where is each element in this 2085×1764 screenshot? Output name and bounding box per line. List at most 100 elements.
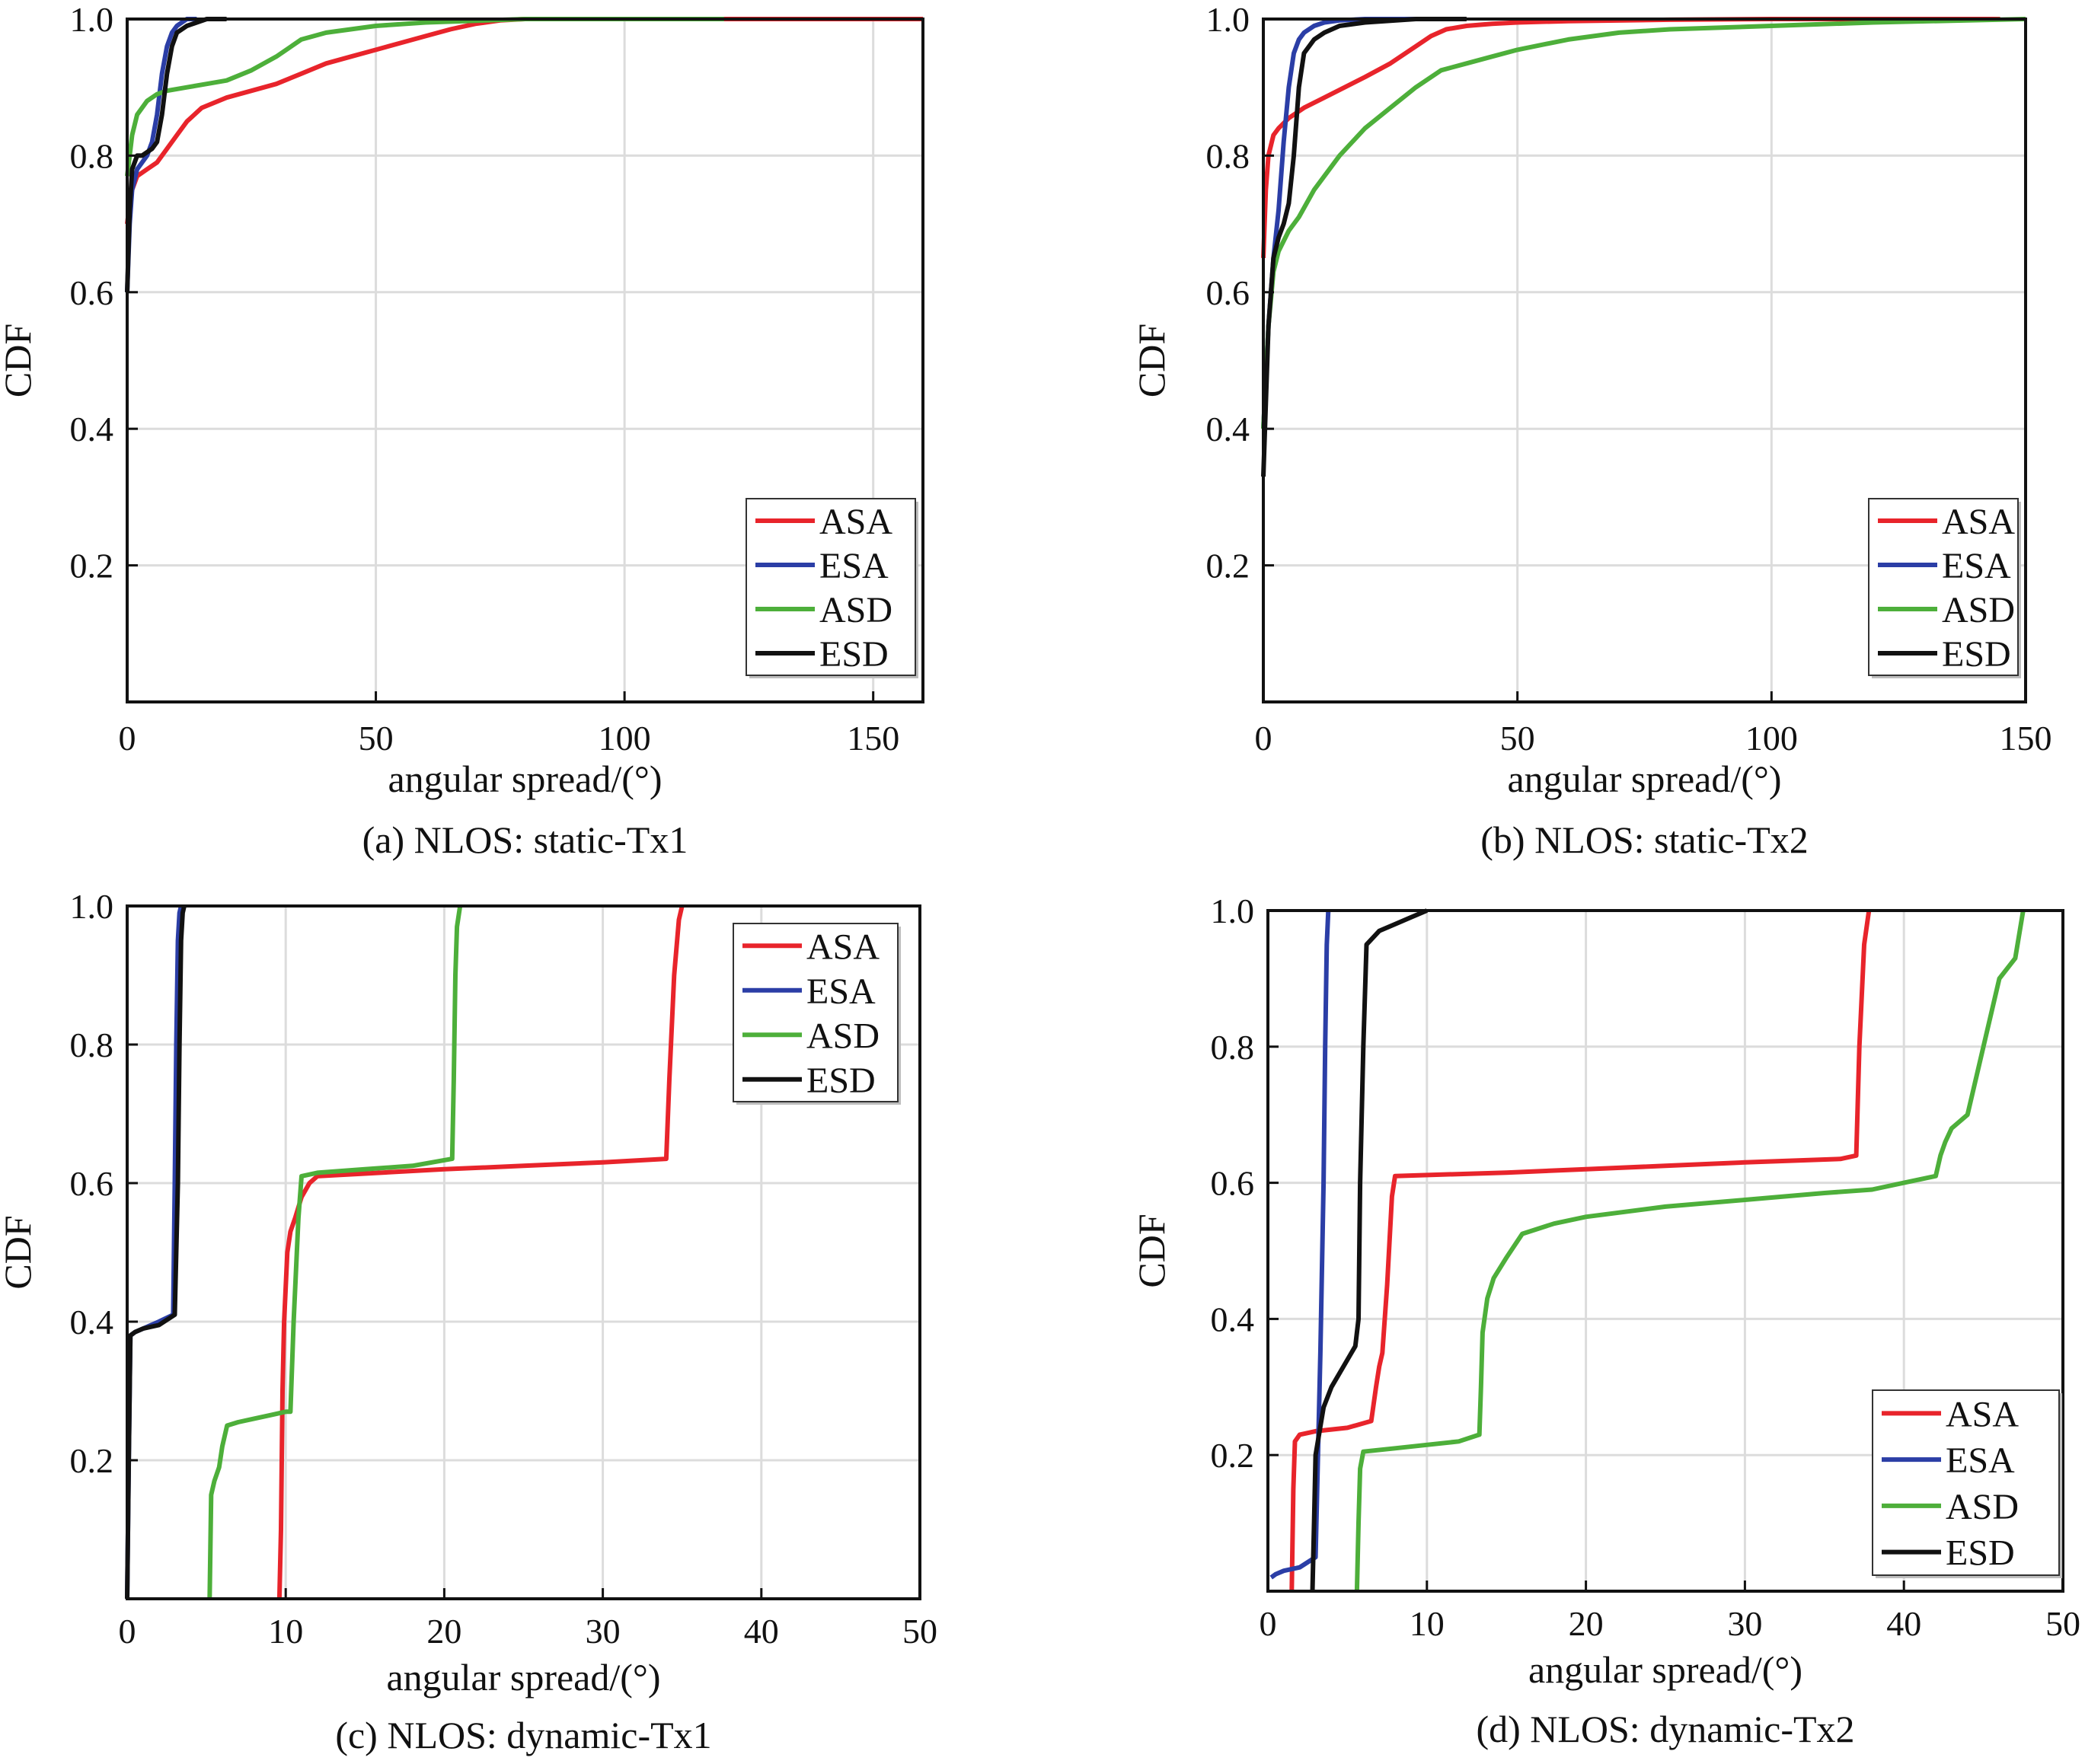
series-line-esa	[125, 905, 184, 1600]
x-tick-label: 0	[1260, 1604, 1277, 1643]
series-line-asa	[276, 905, 685, 1600]
x-tick-label: 30	[586, 1612, 621, 1651]
series-line-esd	[1261, 17, 1467, 477]
x-tick-label: 0	[119, 719, 136, 758]
legend-label-esa: ESA	[819, 546, 889, 586]
legend-label-esa: ESA	[1942, 546, 2011, 586]
chart-caption: (a) NLOS: static-Tx1	[362, 818, 688, 861]
series-line-esa	[125, 17, 197, 292]
legend-label-esd: ESD	[1942, 634, 2011, 675]
series-line-esa	[1261, 17, 1416, 429]
y-tick-label: 0.6	[70, 273, 114, 312]
y-tick-label: 0.4	[1211, 1300, 1255, 1338]
y-tick-label: 0.8	[70, 136, 114, 175]
series-line-esd	[1310, 908, 1428, 1592]
y-tick-label: 0.2	[1206, 547, 1250, 585]
chart-caption: (b) NLOS: static-Tx2	[1480, 818, 1808, 861]
x-tick-label: 50	[1500, 719, 1535, 758]
legend-label-asd: ASD	[806, 1016, 880, 1056]
y-tick-label: 0.4	[1206, 410, 1250, 448]
y-axis-title: CDF	[0, 324, 39, 397]
plot-frame	[1266, 909, 2064, 1593]
legend-label-asa: ASA	[819, 502, 892, 542]
chart-panel-d: 0 10 20 30 40 50 0.2 0.4 0.6 0.8 1.0 CDF angular spr…	[1042, 882, 2085, 1764]
y-tick-label: 0.8	[70, 1026, 114, 1064]
chart-a-svg: 0 50 100 150 0.2 0.4 0.6 0.8 1.0 CDF angular sprea…	[0, 0, 924, 861]
y-tick-label: 0.6	[1211, 1164, 1255, 1203]
chart-d-svg: 0 10 20 30 40 50 0.2 0.4 0.6 0.8 1.0 CDF angular spr…	[1130, 892, 2080, 1750]
x-tick-label: 50	[902, 1612, 937, 1651]
legend-label-asd: ASD	[1946, 1487, 2019, 1527]
x-tick-label: 100	[599, 719, 651, 758]
legend-label-asd: ASD	[819, 590, 892, 630]
x-tick-label: 50	[2045, 1604, 2080, 1643]
legend-label-esd: ESD	[806, 1061, 876, 1101]
x-tick-label: 10	[1410, 1604, 1445, 1643]
y-tick-label: 0.8	[1206, 136, 1250, 175]
legend-label-esd: ESD	[819, 634, 889, 675]
x-tick-label: 100	[1745, 719, 1798, 758]
chart-panel-a: 0 50 100 150 0.2 0.4 0.6 0.8 1.0 CDF angular sprea…	[0, 0, 1042, 882]
legend-label-asa: ASA	[1946, 1394, 2019, 1434]
chart-caption: (c) NLOS: dynamic-Tx1	[335, 1714, 711, 1756]
y-tick-label: 0.8	[1211, 1028, 1255, 1067]
series-line-esa	[1269, 910, 1331, 1580]
legend-box	[1872, 1389, 2060, 1576]
plot-frame	[1262, 18, 2027, 703]
x-axis-title: angular spread/(°)	[1528, 1648, 1802, 1691]
y-tick-label: 0.2	[70, 1441, 114, 1480]
y-axis-title: CDF	[0, 1215, 39, 1289]
chart-c-svg: 0 10 20 30 40 50 0.2 0.4 0.6 0.8 1.0 CDF angular spr…	[0, 887, 937, 1756]
x-axis-title: angular spread/(°)	[388, 758, 662, 800]
x-axis-title: angular spread/(°)	[1507, 758, 1781, 800]
y-tick-label: 0.2	[1211, 1436, 1255, 1475]
x-axis-title: angular spread/(°)	[386, 1656, 660, 1699]
x-tick-label: 40	[744, 1612, 779, 1651]
chart-b-svg: 0 50 100 150 0.2 0.4 0.6 0.8 1.0 CDF angular sprea…	[1130, 0, 2052, 861]
chart-caption: (d) NLOS: dynamic-Tx2	[1476, 1708, 1854, 1750]
legend: ASA ESA ASD ESD	[1872, 1389, 2062, 1578]
legend-label-asa: ASA	[1942, 502, 2015, 542]
x-tick-label: 150	[2000, 719, 2052, 758]
series-line-esd	[125, 17, 227, 292]
y-tick-label: 0.2	[70, 547, 114, 585]
plot-frame	[126, 904, 921, 1600]
series-line-asa	[125, 17, 923, 225]
x-tick-label: 20	[1569, 1604, 1604, 1643]
legend-box	[746, 498, 916, 676]
x-tick-label: 50	[359, 719, 394, 758]
legend-label-asa: ASA	[806, 927, 880, 967]
legend-box	[733, 923, 899, 1102]
x-tick-label: 20	[426, 1612, 461, 1651]
series-line-asd	[125, 17, 724, 177]
chart-panel-c: 0 10 20 30 40 50 0.2 0.4 0.6 0.8 1.0 CDF angular spr…	[0, 882, 1042, 1764]
series-line-asd	[1354, 910, 2026, 1592]
y-tick-label: 0.6	[1206, 273, 1250, 312]
y-tick-label: 1.0	[1206, 0, 1250, 39]
y-tick-label: 0.4	[70, 410, 114, 448]
y-tick-label: 1.0	[70, 0, 114, 39]
legend-label-esa: ESA	[806, 971, 876, 1012]
legend-label-esa: ESA	[1946, 1440, 2015, 1481]
chart-panel-b: 0 50 100 150 0.2 0.4 0.6 0.8 1.0 CDF angular sprea…	[1042, 0, 2085, 882]
legend-label-esd: ESD	[1946, 1533, 2015, 1574]
y-tick-label: 1.0	[1211, 892, 1255, 930]
series-line-asd	[1261, 17, 2026, 429]
x-tick-label: 0	[119, 1612, 136, 1651]
series-line-asa	[1289, 910, 1872, 1592]
series-line-esd	[125, 905, 187, 1600]
y-axis-title: CDF	[1130, 324, 1173, 397]
y-axis-title: CDF	[1130, 1214, 1173, 1287]
x-tick-label: 40	[1886, 1604, 1921, 1643]
x-tick-label: 10	[268, 1612, 303, 1651]
y-tick-label: 1.0	[70, 887, 114, 926]
x-tick-label: 30	[1727, 1604, 1762, 1643]
series-line-asa	[1261, 17, 2000, 259]
plot-frame	[126, 18, 924, 703]
series-line-asd	[207, 905, 463, 1600]
legend-label-asd: ASD	[1942, 590, 2015, 630]
x-tick-label: 150	[847, 719, 899, 758]
